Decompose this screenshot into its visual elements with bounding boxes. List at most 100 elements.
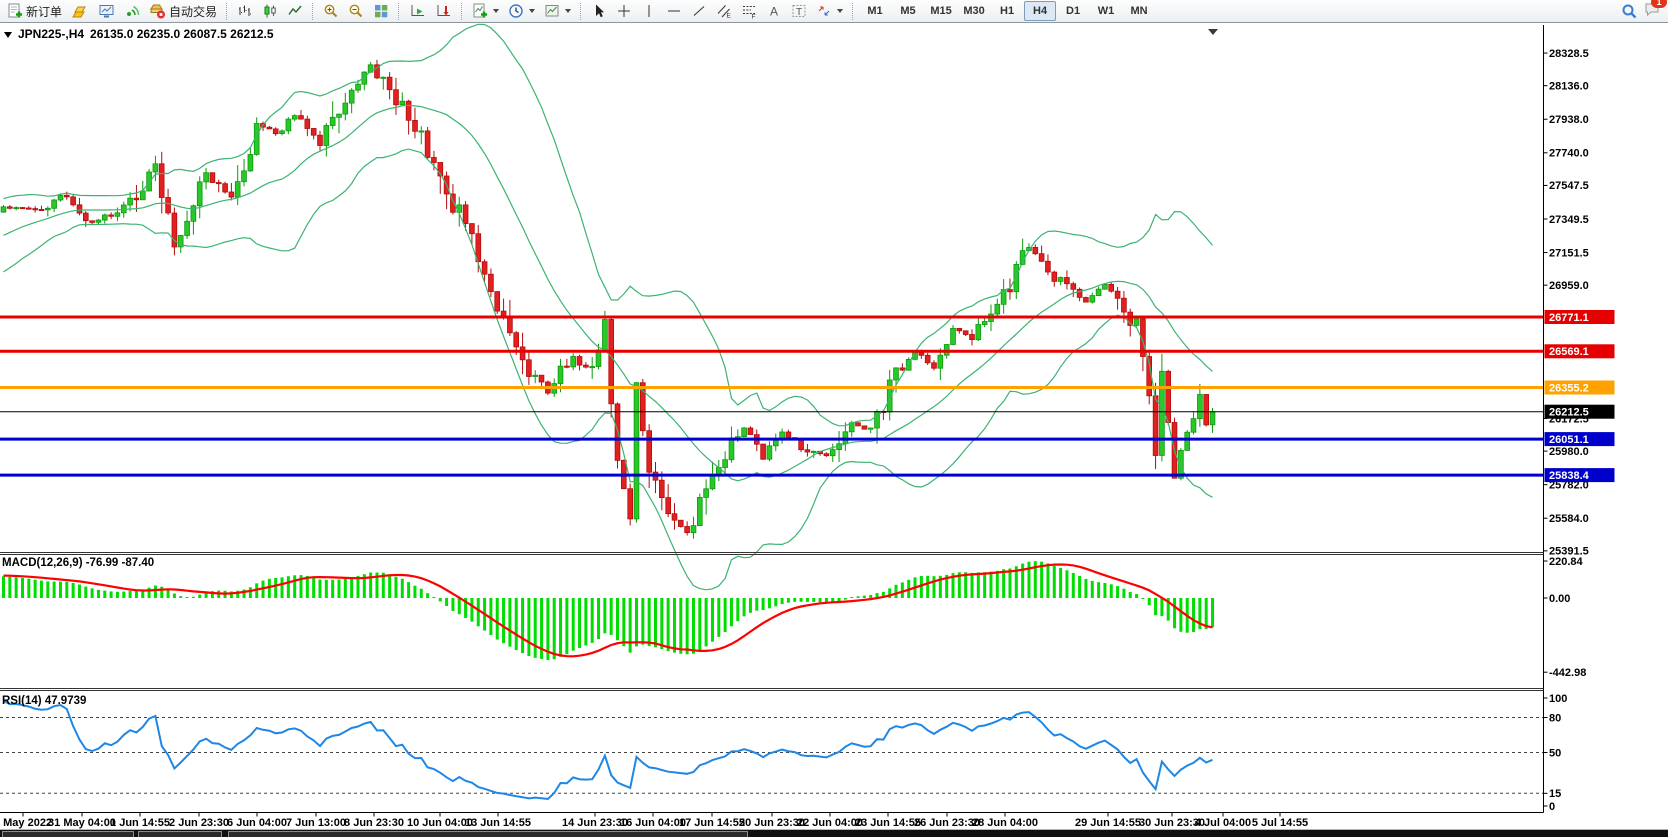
price-tag: [1544, 380, 1615, 395]
horizontal-line-icon: [668, 10, 681, 12]
svg-text:26771.1: 26771.1: [1549, 312, 1589, 324]
templates-icon: [545, 5, 559, 17]
search-icon[interactable]: [1621, 3, 1638, 20]
chat-button[interactable]: 1: [1644, 0, 1667, 22]
svg-text:T: T: [796, 7, 802, 18]
price-tag: [1544, 344, 1615, 359]
price-tag: [1544, 432, 1615, 447]
price-tag: [1544, 468, 1615, 483]
svg-text:31 May 04:00: 31 May 04:00: [48, 817, 116, 829]
publish-chart-icon: [99, 5, 114, 18]
svg-text:27349.5: 27349.5: [1549, 214, 1589, 226]
timeframe-m15[interactable]: M15: [930, 5, 952, 17]
templates-button[interactable]: [540, 1, 575, 21]
line-chart-icon: [288, 5, 302, 15]
svg-text:A: A: [770, 5, 778, 19]
macd-indicator-label: MACD(12,26,9) -76.99 -87.40: [2, 557, 155, 569]
chart-tab[interactable]: [228, 831, 748, 837]
auto-trading-button[interactable]: 自动交易: [145, 1, 221, 21]
zoom-out-icon: [349, 4, 363, 18]
svg-text:1 Jun 14:55: 1 Jun 14:55: [110, 817, 170, 829]
timeframe-m30[interactable]: M30: [963, 5, 985, 17]
svg-text:28328.5: 28328.5: [1549, 48, 1589, 60]
horizontal-line-button[interactable]: [662, 1, 686, 21]
svg-text:0.00: 0.00: [1549, 593, 1570, 605]
gold-bars-button[interactable]: [67, 1, 93, 21]
svg-text:5 Jul 14:55: 5 Jul 14:55: [1252, 817, 1308, 829]
svg-text:25584.0: 25584.0: [1549, 513, 1589, 525]
svg-text:0: 0: [1549, 801, 1555, 813]
tile-windows-icon: [375, 5, 388, 18]
vertical-line-button[interactable]: [637, 1, 661, 21]
horizontal-lines: [0, 315, 1544, 477]
new-order-button[interactable]: 新订单: [3, 1, 66, 21]
bar-chart-button[interactable]: [233, 1, 257, 21]
svg-text:14 Jun 23:30: 14 Jun 23:30: [562, 817, 628, 829]
svg-text:16 Jun 04:00: 16 Jun 04:00: [620, 817, 686, 829]
new-order-label: 新订单: [26, 4, 63, 19]
chart-shift-icon: [437, 5, 451, 16]
svg-text:26212.5: 26212.5: [1549, 407, 1589, 419]
signal-button[interactable]: [120, 1, 144, 21]
trendline-button[interactable]: [687, 1, 711, 21]
fibonacci-button[interactable]: F: [737, 1, 761, 21]
channel-button[interactable]: E: [712, 1, 736, 21]
svg-text:220.84: 220.84: [1549, 556, 1584, 568]
svg-text:F: F: [752, 14, 756, 20]
svg-text:13 Jun 14:55: 13 Jun 14:55: [465, 817, 531, 829]
candlestick-chart-button[interactable]: [258, 1, 282, 21]
cursor-button[interactable]: [587, 1, 611, 21]
svg-text:7 Jun 13:00: 7 Jun 13:00: [286, 817, 346, 829]
crosshair-icon: [618, 5, 631, 17]
timeframe-h1[interactable]: H1: [1000, 5, 1015, 17]
timeframe-m5[interactable]: M5: [900, 5, 916, 17]
svg-text:26 Jun 23:30: 26 Jun 23:30: [914, 817, 980, 829]
chart-tab[interactable]: [138, 831, 222, 837]
arrows-button[interactable]: [812, 1, 847, 21]
macd-panel: [2, 561, 1215, 660]
crosshair-button[interactable]: [612, 1, 636, 21]
svg-text:26355.2: 26355.2: [1549, 382, 1589, 394]
toolbar-separator: [461, 2, 463, 20]
svg-text:23 Jun 14:55: 23 Jun 14:55: [855, 817, 921, 829]
tile-windows-button[interactable]: [369, 1, 393, 21]
indicators-button[interactable]: [468, 1, 503, 21]
line-chart-button[interactable]: [283, 1, 307, 21]
chart-tab[interactable]: [2, 831, 134, 837]
svg-text:10 Jun 04:00: 10 Jun 04:00: [407, 817, 473, 829]
timeframe-h4[interactable]: H4: [1024, 1, 1057, 21]
zoom-out-button[interactable]: [344, 1, 368, 21]
chart-shift-marker: [1208, 29, 1218, 35]
toolbar-separator: [398, 2, 400, 20]
chart-canvas[interactable]: 28328.5 28136.0 27938.0 27740.0 27547.5 27349…: [0, 23, 1668, 830]
label-icon: T: [792, 5, 806, 18]
timeframe-d1[interactable]: D1: [1066, 5, 1081, 17]
publish-chart-button[interactable]: [94, 1, 119, 21]
svg-text:2 Jun 23:30: 2 Jun 23:30: [169, 817, 229, 829]
toolbar-separator: [226, 2, 228, 20]
chart-shift-button[interactable]: [431, 1, 456, 21]
arrows-icon: [818, 6, 830, 16]
chart-window: JPN225-,H4 26135.0 26235.0 26087.5 26212…: [0, 23, 1668, 830]
label-button[interactable]: T: [787, 1, 811, 21]
indicators-icon: [473, 3, 488, 18]
auto-scroll-button[interactable]: [405, 1, 430, 21]
svg-text:20 Jun 23:30: 20 Jun 23:30: [739, 817, 805, 829]
timeframe-m1[interactable]: M1: [867, 5, 883, 17]
rsi-panel: [0, 699, 1544, 801]
svg-text:27740.0: 27740.0: [1549, 148, 1589, 160]
timeframe-w1[interactable]: W1: [1097, 5, 1115, 17]
timeframe-mn[interactable]: MN: [1130, 5, 1148, 17]
zoom-in-button[interactable]: [319, 1, 343, 21]
periods-button[interactable]: [504, 1, 539, 21]
rsi-indicator-label: RSI(14) 47.9739: [2, 695, 87, 707]
signal-icon: [127, 5, 140, 16]
svg-text:28136.0: 28136.0: [1549, 81, 1589, 93]
zoom-in-icon: [324, 4, 338, 18]
svg-text:28 Jun 04:00: 28 Jun 04:00: [972, 817, 1038, 829]
chart-ohlc-values: 26135.0 26235.0 26087.5 26212.5: [90, 27, 274, 41]
svg-text:29 Jun 14:55: 29 Jun 14:55: [1075, 817, 1141, 829]
text-button[interactable]: A: [762, 1, 786, 21]
symbol-dropdown-icon[interactable]: [4, 32, 12, 38]
price-tag: [1544, 404, 1615, 419]
